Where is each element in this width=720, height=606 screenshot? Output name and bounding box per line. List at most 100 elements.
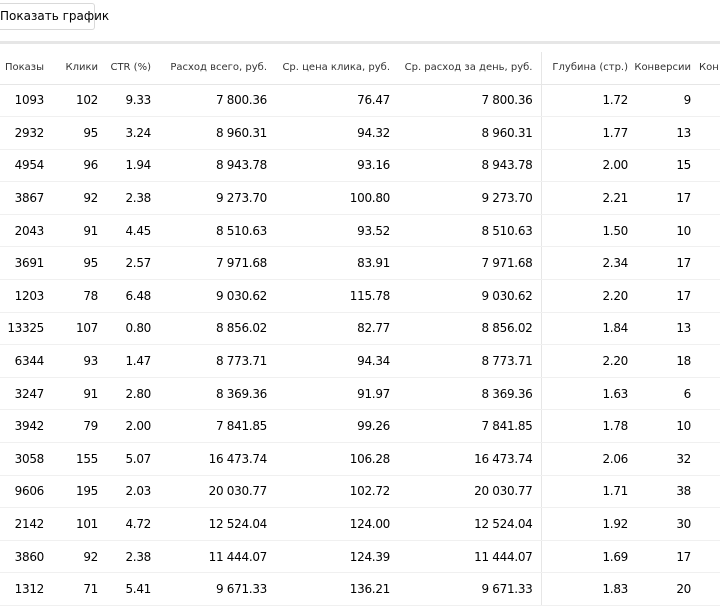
table-cell <box>691 214 720 248</box>
table-cell: 1.94 <box>98 149 151 183</box>
table-cell: 2043 <box>0 214 44 248</box>
table-cell: 115.78 <box>267 279 390 313</box>
table-cell <box>691 344 720 378</box>
table-cell: 9 273.70 <box>151 181 267 215</box>
table-cell: 1.63 <box>541 377 628 411</box>
table-cell: 102.72 <box>267 475 390 509</box>
table-cell <box>691 181 720 215</box>
table-row: 13325 107 0.80 8 856.02 82.77 8 856.02 1.84 13 <box>0 312 720 346</box>
table-cell: 9606 <box>0 475 44 509</box>
table-row: 3867 92 2.38 9 273.70 100.80 9 273.70 2.21 17 <box>0 181 720 215</box>
table-cell: 1.71 <box>541 475 628 509</box>
table-cell <box>691 149 720 183</box>
column-header[interactable]: Конверсии <box>628 52 691 85</box>
table-cell: 20 030.77 <box>390 475 542 509</box>
table-cell: 91 <box>44 214 98 248</box>
table-cell: 12 524.04 <box>151 507 267 541</box>
table-cell: 11 444.07 <box>151 540 267 574</box>
table-cell: 91.97 <box>267 377 390 411</box>
table-cell: 92 <box>44 540 98 574</box>
table-cell: 3247 <box>0 377 44 411</box>
table-cell: 8 943.78 <box>151 149 267 183</box>
table-cell: 10 <box>628 214 691 248</box>
table-cell: 5.41 <box>98 572 151 606</box>
table-cell: 1.92 <box>541 507 628 541</box>
table-cell: 16 473.74 <box>151 442 267 476</box>
table-cell: 92 <box>44 181 98 215</box>
table-cell: 2.38 <box>98 540 151 574</box>
table-cell: 1.77 <box>541 116 628 150</box>
table-row: 3058 155 5.07 16 473.74 106.28 16 473.74 2.06 3… <box>0 442 720 476</box>
table-cell: 17 <box>628 279 691 313</box>
table-cell: 195 <box>44 475 98 509</box>
table-cell: 79 <box>44 409 98 444</box>
table-cell <box>691 507 720 541</box>
table-cell: 4.45 <box>98 214 151 248</box>
table-cell: 9 273.70 <box>390 181 542 215</box>
table-cell: 1203 <box>0 279 44 313</box>
table-row: 4954 96 1.94 8 943.78 93.16 8 943.78 2.00 15 <box>0 149 720 183</box>
table-row: 1093 102 9.33 7 800.36 76.47 7 800.36 1.72 9 <box>0 84 720 118</box>
table-cell: 2.20 <box>541 279 628 313</box>
table-cell: 9 030.62 <box>151 279 267 313</box>
table-cell: 1.50 <box>541 214 628 248</box>
table-cell: 106.28 <box>267 442 390 476</box>
table-cell: 2.57 <box>98 246 151 281</box>
table-cell: 20 <box>628 572 691 606</box>
table-cell: 17 <box>628 246 691 281</box>
table-cell: 17 <box>628 540 691 574</box>
table-cell: 8 773.71 <box>390 344 542 378</box>
table-cell: 95 <box>44 116 98 150</box>
table-cell <box>691 475 720 509</box>
table-row: 2142 101 4.72 12 524.04 124.00 12 524.04 1.92 3… <box>0 507 720 541</box>
column-header[interactable]: Кон <box>691 52 720 85</box>
table-cell <box>691 572 720 606</box>
column-header[interactable]: Ср. расход за день, руб. <box>390 52 542 85</box>
column-header[interactable]: Глубина (стр.) <box>541 52 628 85</box>
table-cell: 7 841.85 <box>390 409 542 444</box>
column-header[interactable]: CTR (%) <box>98 52 151 85</box>
table-cell: 2.06 <box>541 442 628 476</box>
table-cell: 8 943.78 <box>390 149 542 183</box>
table-cell: 8 856.02 <box>151 312 267 346</box>
table-cell: 10 <box>628 409 691 444</box>
table-cell: 38 <box>628 475 691 509</box>
table-cell: 136.21 <box>267 572 390 606</box>
table-cell: 2.80 <box>98 377 151 411</box>
table-cell: 155 <box>44 442 98 476</box>
table-cell: 93 <box>44 344 98 378</box>
table-cell: 91 <box>44 377 98 411</box>
table-row: 1312 71 5.41 9 671.33 136.21 9 671.33 1.83 20 <box>0 572 720 606</box>
show-chart-button[interactable]: Показать график <box>0 3 109 30</box>
table-cell: 3942 <box>0 409 44 444</box>
table-cell: 1.78 <box>541 409 628 444</box>
table-cell: 3058 <box>0 442 44 476</box>
table-cell <box>691 442 720 476</box>
table-cell: 102 <box>44 84 98 118</box>
table-cell: 107 <box>44 312 98 346</box>
table-cell: 3860 <box>0 540 44 574</box>
table-cell: 124.00 <box>267 507 390 541</box>
table-cell: 1312 <box>0 572 44 606</box>
table-cell <box>691 116 720 150</box>
table-cell: 20 030.77 <box>151 475 267 509</box>
table-cell: 76.47 <box>267 84 390 118</box>
column-header[interactable]: Ср. цена клика, руб. <box>267 52 390 85</box>
table-cell: 8 510.63 <box>151 214 267 248</box>
table-row: 6344 93 1.47 8 773.71 94.34 8 773.71 2.20 18 <box>0 344 720 378</box>
table-row: 3691 95 2.57 7 971.68 83.91 7 971.68 2.34 17 <box>0 246 720 281</box>
column-header[interactable]: Показы <box>0 52 44 85</box>
table-cell: 2.03 <box>98 475 151 509</box>
column-header[interactable]: Расход всего, руб. <box>151 52 267 85</box>
table-cell: 71 <box>44 572 98 606</box>
table-cell <box>691 409 720 444</box>
table-cell: 30 <box>628 507 691 541</box>
table-cell: 6.48 <box>98 279 151 313</box>
column-header[interactable]: Клики <box>44 52 98 85</box>
table-cell: 2.21 <box>541 181 628 215</box>
table-cell: 124.39 <box>267 540 390 574</box>
table-cell: 1093 <box>0 84 44 118</box>
table-cell: 2.20 <box>541 344 628 378</box>
table-row: 3247 91 2.80 8 369.36 91.97 8 369.36 1.63 6 <box>0 377 720 411</box>
table-cell: 2.38 <box>98 181 151 215</box>
